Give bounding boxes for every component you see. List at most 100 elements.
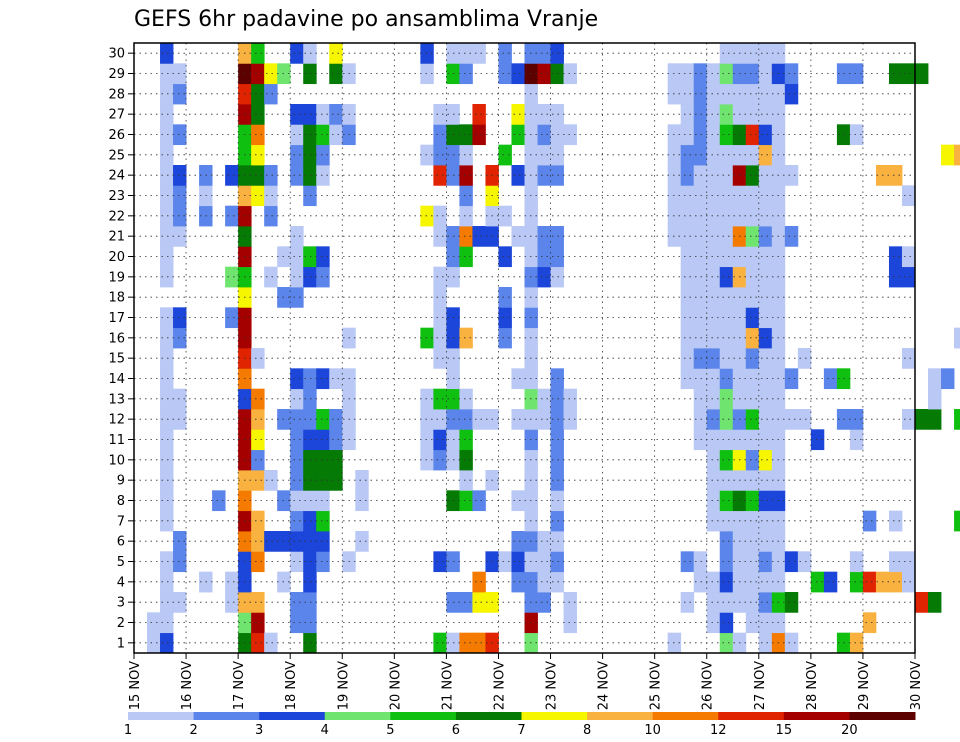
heatmap-cell — [160, 43, 174, 64]
y-tick-label: 16 — [108, 331, 125, 346]
heatmap-cell — [680, 205, 695, 227]
heatmap-cell — [316, 449, 330, 471]
heatmap-cell — [862, 612, 877, 634]
heatmap-cell — [160, 226, 174, 247]
heatmap-cell — [758, 470, 773, 491]
heatmap-cell — [173, 307, 187, 329]
heatmap-cell — [264, 205, 278, 227]
heatmap-cell — [862, 571, 877, 593]
heatmap-cell — [758, 124, 773, 146]
heatmap-cell — [160, 449, 174, 471]
heatmap-cell — [511, 124, 525, 146]
heatmap-cell — [433, 429, 447, 451]
heatmap-cell — [303, 409, 317, 430]
heatmap-cell — [420, 144, 434, 166]
heatmap-cell — [706, 124, 721, 146]
heatmap-cell — [472, 43, 486, 64]
heatmap-cell — [251, 185, 265, 207]
heatmap-cell — [719, 266, 734, 288]
heatmap-cell — [290, 144, 304, 166]
heatmap-cell — [954, 409, 960, 430]
heatmap-cell — [511, 490, 525, 512]
heatmap-cell — [433, 551, 447, 573]
heatmap-cell — [433, 632, 447, 654]
heatmap-cell — [758, 266, 773, 288]
heatmap-cell — [290, 388, 304, 410]
heatmap-cell — [862, 510, 877, 532]
heatmap-cell — [706, 612, 721, 634]
heatmap-cell — [693, 165, 708, 186]
heatmap-cell — [719, 348, 734, 369]
heatmap-cell — [706, 165, 721, 186]
heatmap-cell — [706, 348, 721, 369]
heatmap-cell — [472, 632, 486, 654]
heatmap-cell — [303, 551, 317, 573]
heatmap-cell — [316, 470, 330, 491]
heatmap-cell — [693, 226, 708, 247]
heatmap-cell — [290, 470, 304, 491]
y-tick-label: 29 — [108, 67, 125, 82]
heatmap-cell — [941, 144, 955, 166]
heatmap-cell — [160, 551, 174, 573]
heatmap-cell — [160, 144, 174, 166]
heatmap-cell — [550, 165, 564, 186]
y-tick-label: 18 — [108, 291, 125, 306]
x-tick-label: 19 NOV — [336, 661, 351, 710]
heatmap-cell — [511, 551, 525, 573]
heatmap-cell — [550, 124, 564, 146]
heatmap-cell — [290, 287, 304, 308]
heatmap-cell — [264, 63, 278, 85]
heatmap-cell — [303, 185, 317, 207]
heatmap-cell — [563, 409, 577, 430]
heatmap-cell — [550, 246, 564, 268]
heatmap-cell — [745, 551, 760, 573]
heatmap-cell — [563, 124, 577, 146]
heatmap-cell — [693, 124, 708, 146]
heatmap-cell — [498, 63, 512, 85]
heatmap-cell — [745, 348, 760, 369]
heatmap-cell — [251, 388, 265, 410]
heatmap-cell — [758, 612, 773, 634]
heatmap-cell — [329, 63, 343, 85]
heatmap-cell — [745, 43, 760, 64]
heatmap-cell — [758, 287, 773, 308]
heatmap-cell — [173, 185, 187, 207]
heatmap-cell — [719, 327, 734, 349]
heatmap-cell — [303, 571, 317, 593]
heatmap-cell — [316, 368, 330, 390]
heatmap-cell — [251, 612, 265, 634]
heatmap-cell — [745, 165, 760, 186]
legend-label: 1 — [124, 723, 132, 738]
heatmap-cell — [251, 531, 265, 552]
heatmap-cell — [784, 165, 799, 186]
heatmap-cell — [251, 63, 265, 85]
heatmap-cell — [563, 63, 577, 85]
heatmap-cell — [693, 104, 708, 125]
heatmap-cell — [160, 327, 174, 349]
heatmap-cell — [173, 531, 187, 552]
legend-label: 3 — [255, 723, 263, 738]
heatmap-cell — [758, 632, 773, 654]
heatmap-cell — [472, 104, 486, 125]
heatmap-cell — [160, 205, 174, 227]
heatmap-cell — [459, 63, 473, 85]
heatmap-cells — [147, 43, 960, 654]
x-tick-label: 29 NOV — [857, 661, 872, 710]
heatmap-cell — [706, 510, 721, 532]
heatmap-cell — [511, 409, 525, 430]
heatmap-cell — [251, 83, 265, 105]
heatmap-cell — [459, 246, 473, 268]
y-tick-label: 30 — [108, 47, 125, 62]
heatmap-cell — [498, 307, 512, 329]
legend-label: 20 — [841, 723, 858, 738]
heatmap-cell — [173, 592, 187, 613]
heatmap-cell — [784, 632, 799, 654]
heatmap-cell — [849, 124, 864, 146]
heatmap-cell — [745, 307, 760, 329]
heatmap-cell — [433, 449, 447, 471]
y-tick-label: 23 — [108, 189, 125, 204]
heatmap-cell — [251, 165, 265, 186]
heatmap-cell — [433, 205, 447, 227]
heatmap-cell — [719, 612, 734, 634]
heatmap-cell — [706, 388, 721, 410]
